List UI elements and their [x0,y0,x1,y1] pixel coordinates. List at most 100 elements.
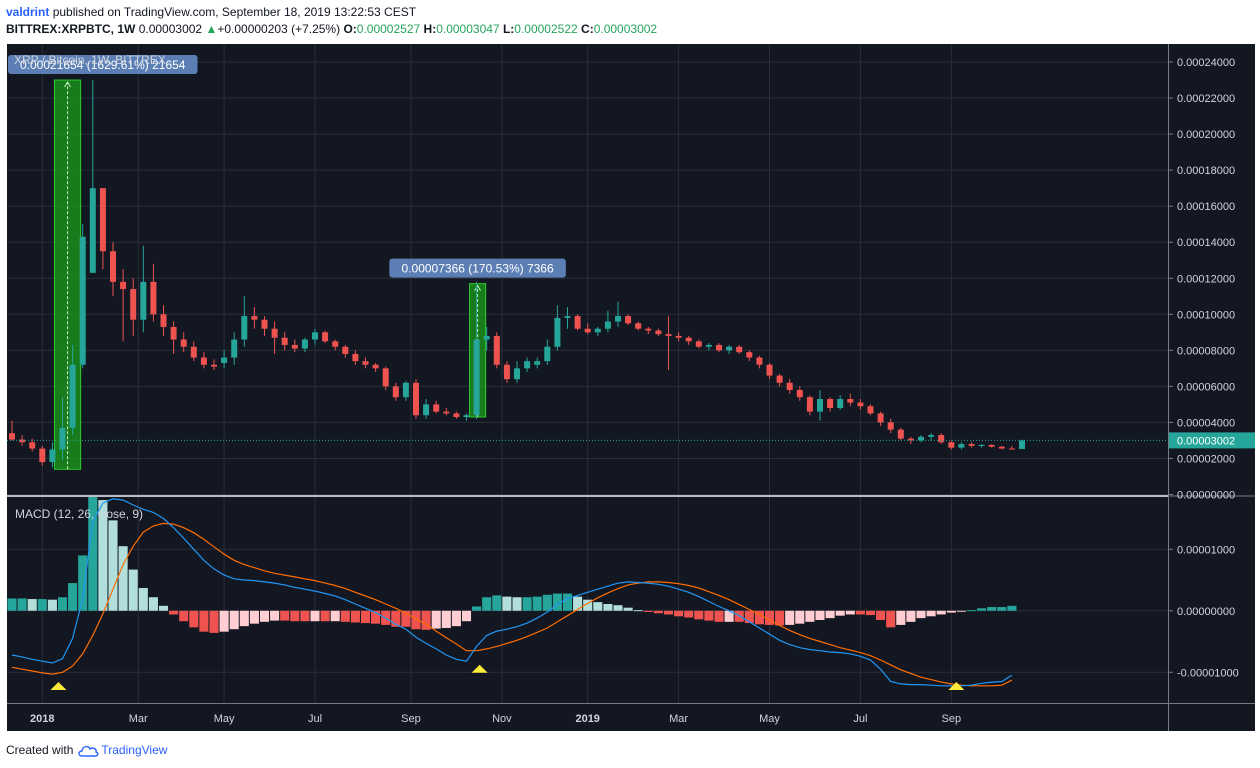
candle-up [978,444,985,446]
change-arrow-icon: ▲ [205,22,218,36]
candle-down [867,406,874,414]
histogram-bar [562,593,573,611]
candle-down [635,323,642,329]
histogram-bar [674,610,684,617]
histogram-bar [835,610,845,616]
histogram-bar [169,610,179,615]
measure-label-bg [8,55,198,75]
candle-down [110,251,116,282]
candle-down [392,386,399,398]
histogram-bar [270,610,280,621]
histogram-bar [17,598,27,611]
histogram-bar [896,610,906,625]
histogram-bar [229,610,239,630]
candle-down [968,444,975,446]
histogram-bar [613,605,623,611]
candle-down [584,328,591,333]
measure-boxes [53,79,487,470]
author-link[interactable]: valdrint [6,5,50,19]
histogram-bar [47,599,57,611]
price-tick-label: 0.00004000 [1177,417,1235,429]
change-value: +0.00000203 (+7.25%) [217,22,341,36]
time-axis: 2018 Mar May Jul Sep Nov 2019 Mar May Jul Sep [30,713,961,725]
price-axis-bg [1169,44,1255,731]
histogram-bar [643,610,653,612]
histogram-bar [956,610,966,612]
measure-label: 0.00007366 (170.53%) 7366 [402,262,554,276]
candle-down [998,446,1005,449]
open-value: 0.00002527 [356,22,421,36]
low-label: L: [502,22,515,36]
candle-down [887,422,894,430]
histogram-bar [542,594,552,611]
candle-down [938,435,945,443]
low-value: 0.00002522 [514,22,578,36]
candle-down [897,429,904,439]
macd-title: MACD (12, 26, close, 9) [15,507,143,521]
histogram-bar [189,610,199,628]
candle-down [877,413,884,423]
candle-down [796,389,803,398]
candle-down [362,361,369,365]
price-tick-label: 0.00014000 [1177,237,1235,249]
histogram-bar [57,597,68,611]
histogram-bar [714,610,724,622]
time-tick-label: Nov [492,713,512,725]
candle-down [413,382,419,416]
histogram-bar [633,610,643,612]
macd-lines [11,498,1013,687]
candle-down [99,188,106,252]
time-tick-label: Jul [308,713,322,725]
candle-down [190,346,197,358]
tradingview-logo[interactable]: TradingView [77,743,167,757]
chart-area[interactable]: 0.00024000 0.00022000 0.00020000 0.00018000… [0,0,1260,740]
histogram-bar [1007,605,1017,611]
histogram-bar [259,610,270,622]
marker-triangle-icon [50,682,67,690]
time-tick-label: Sep [401,713,421,725]
candle-down [382,368,389,387]
histogram-bar [179,610,189,622]
histogram-bar [502,596,512,611]
candle-down [120,281,127,290]
histogram-bar [492,595,502,611]
histogram-bar [916,610,926,619]
symbol-label: BITTREX:XRPBTC, 1W [6,22,136,36]
histogram-bar [360,610,371,624]
measure-label-bg [389,258,566,278]
histogram-bar [966,610,977,612]
histogram-bar [310,610,320,622]
candle-down [261,319,268,329]
histogram-bar [98,500,108,611]
histogram-bar [583,599,593,611]
price-tick-label: 0.00000000 [1177,490,1235,502]
open-label: O: [343,22,357,36]
histogram-bar [239,610,249,627]
histogram-bar [573,596,583,611]
candles [7,80,1168,468]
candle-up [89,188,96,273]
histogram-bar [300,610,310,622]
candle-down [786,382,793,390]
time-tick-label: Mar [129,713,148,725]
histogram-bar [219,610,229,632]
histogram-bar [623,607,633,611]
price-tick-label: 0.00006000 [1177,381,1235,393]
candle-up [1019,440,1025,449]
candle-up [231,339,238,358]
close-label: C: [581,22,594,36]
histogram-bar [249,610,259,624]
candle-down [1008,448,1015,450]
histogram-bar [694,610,704,620]
candle-down [847,398,854,403]
histogram-bar [68,583,78,611]
signal-line [11,522,1013,687]
candle-down [736,346,743,353]
histogram-bar [886,610,896,628]
histogram-bar [441,610,451,628]
candle-up [483,335,490,340]
candle-down [9,433,15,440]
candle-down [655,330,662,335]
measure-box [53,79,82,470]
histogram-bar [421,610,431,630]
